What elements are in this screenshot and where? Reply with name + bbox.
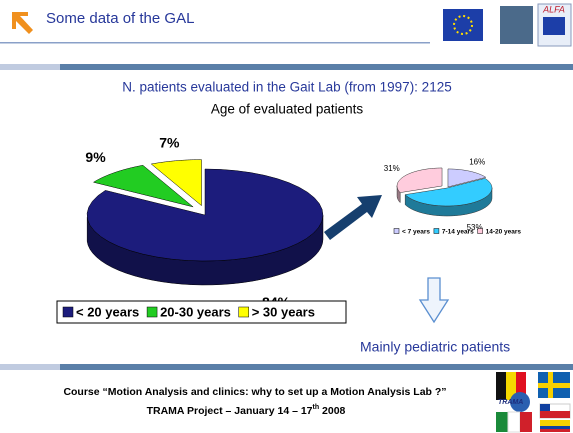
legend-swatch — [239, 307, 249, 317]
bottom-bar — [0, 364, 573, 370]
flag-cl — [540, 404, 550, 411]
flag-cl — [540, 411, 570, 418]
note: Mainly pediatric patients — [360, 339, 510, 355]
header-rule — [0, 42, 430, 44]
data-label: 9% — [85, 149, 106, 165]
legend-label: < 7 years — [402, 229, 430, 236]
alfa-flag — [543, 17, 565, 35]
data-label: 31% — [384, 164, 400, 173]
legend-swatch — [434, 229, 439, 234]
flag-co — [540, 429, 570, 432]
trama-text: TRAMA — [498, 399, 523, 406]
chart-title: Age of evaluated patients — [211, 102, 364, 117]
page: Some data of the GAL ALFA N. patients ev… — [0, 0, 573, 433]
legend-label: 7-14 years — [442, 229, 474, 236]
legend-label: < 20 years — [76, 304, 139, 319]
footer-line1: Course “Motion Analysis and clinics: why… — [63, 386, 446, 398]
flag-se — [538, 383, 570, 388]
top-bar-accent — [0, 64, 60, 70]
flag-mx — [496, 412, 508, 432]
alfa-text: ALFA — [542, 4, 565, 14]
flag-co — [540, 420, 570, 426]
header-title: Some data of the GAL — [46, 10, 194, 27]
flag-mx — [520, 412, 532, 432]
logo-image — [500, 6, 533, 44]
legend-swatch — [394, 229, 399, 234]
legend-swatch — [478, 229, 483, 234]
data-label: 16% — [469, 158, 485, 167]
bottom-bar-accent — [0, 364, 60, 370]
top-bar — [0, 64, 573, 70]
legend-label: 20-30 years — [160, 304, 231, 319]
slide: Some data of the GAL ALFA N. patients ev… — [0, 0, 573, 433]
flag-co — [540, 426, 570, 429]
flag-mx — [508, 412, 520, 432]
footer-text: 2008 — [319, 405, 345, 417]
footer-text: TRAMA Project – January 14 – 17 — [147, 405, 313, 417]
subtitle: N. patients evaluated in the Gait Lab (f… — [122, 80, 451, 95]
legend-swatch — [147, 307, 157, 317]
legend-swatch — [63, 307, 73, 317]
legend-label: 14-20 years — [486, 229, 522, 236]
eu-flag — [443, 9, 483, 41]
legend-label: > 30 years — [252, 304, 315, 319]
data-label: 7% — [159, 135, 180, 151]
